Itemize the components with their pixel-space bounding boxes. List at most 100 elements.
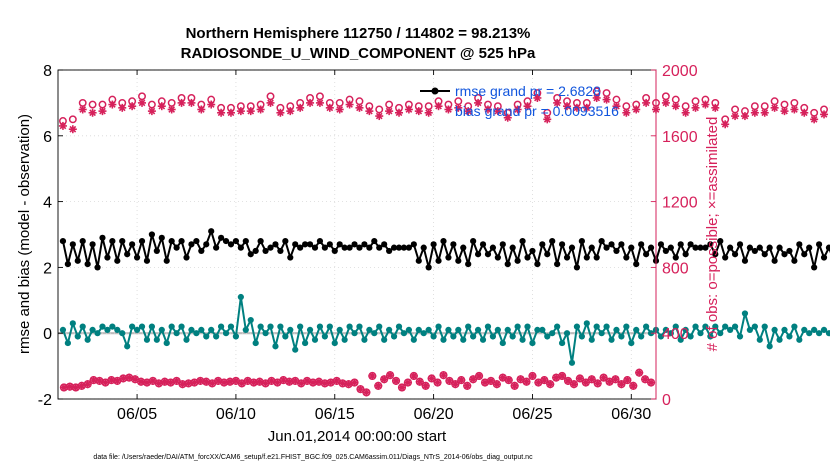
obs-assimilated-point xyxy=(592,93,601,102)
bias-point xyxy=(311,336,319,343)
bias-point xyxy=(133,326,141,334)
y-right-tick-label: 800 xyxy=(662,260,689,277)
rmse-point xyxy=(494,254,501,261)
x-tick-label: 06/10 xyxy=(216,406,256,423)
obs-assimilated-point xyxy=(553,98,562,107)
bias-point xyxy=(153,336,160,343)
x-axis-label: Jun.01,2014 00:00:00 start xyxy=(268,428,447,445)
rmse-point xyxy=(222,237,230,245)
bias-point xyxy=(672,323,679,330)
lower-obs-assimilated-point xyxy=(409,371,418,380)
rmse-point xyxy=(662,247,669,255)
rmse-point xyxy=(647,244,655,251)
bias-point xyxy=(504,326,511,334)
bias-point xyxy=(64,339,71,347)
rmse-point xyxy=(643,251,650,258)
lower-obs-assimilated-point xyxy=(611,375,620,384)
bias-point xyxy=(104,326,111,334)
lower-obs-assimilated-point xyxy=(202,377,211,386)
rmse-point xyxy=(796,241,803,248)
rmse-point xyxy=(420,244,427,251)
bias-point xyxy=(766,343,773,350)
bias-point xyxy=(376,323,383,330)
bias-point xyxy=(509,333,516,340)
bias-point xyxy=(524,323,531,330)
obs-assimilated-point xyxy=(256,105,265,114)
rmse-point xyxy=(731,251,739,258)
obs-assimilated-point xyxy=(770,103,779,112)
lower-obs-assimilated-point xyxy=(463,381,472,390)
obs-assimilated-point xyxy=(464,107,473,116)
bias-point xyxy=(746,326,754,334)
rmse-point xyxy=(242,237,249,245)
chart-title-line1: Northern Hemisphere 112750 / 114802 = 98… xyxy=(186,25,531,42)
lower-obs-assimilated-point xyxy=(386,371,395,380)
rmse-point xyxy=(119,237,126,245)
rmse-point xyxy=(440,237,447,245)
y-left-tick-label: 0 xyxy=(43,326,52,343)
lower-obs-assimilated-point xyxy=(445,376,454,385)
rmse-point xyxy=(336,241,343,248)
rmse-point xyxy=(158,234,165,241)
rmse-point xyxy=(400,244,408,251)
rmse-point xyxy=(509,244,516,251)
obs-assimilated-point xyxy=(731,112,740,121)
lower-obs-assimilated-point xyxy=(261,379,270,388)
lower-obs-assimilated-point xyxy=(77,381,86,390)
bias-point xyxy=(148,323,156,330)
bias-point xyxy=(331,339,338,347)
rmse-point xyxy=(504,261,511,268)
x-tick-label: 06/05 xyxy=(117,406,157,423)
obs-assimilated-point xyxy=(138,98,147,107)
rmse-point xyxy=(292,241,299,248)
obs-assimilated-point xyxy=(246,107,255,116)
rmse-point xyxy=(588,244,595,251)
bias-point xyxy=(529,339,536,347)
obs-assimilated-point xyxy=(790,105,799,114)
obs-assimilated-point xyxy=(800,108,809,117)
bias-point xyxy=(267,323,274,330)
bias-point xyxy=(366,326,373,334)
data-file-footnote: data file: /Users/raeder/DAI/ATM_forcXX/… xyxy=(93,454,533,461)
lower-obs-assimilated-point xyxy=(581,378,590,387)
rmse-point xyxy=(524,254,531,261)
lower-obs-assimilated-point xyxy=(392,376,401,385)
legend-rmse-swatch-marker xyxy=(431,87,439,95)
obs-assimilated-point xyxy=(276,108,285,117)
y-axis-label-right: # of obs: o=possible; ×=assimilated xyxy=(704,117,721,352)
bias-point xyxy=(79,323,86,330)
y-axis-label-left: rmse and bias (model - observation) xyxy=(16,114,33,354)
rmse-point xyxy=(425,264,432,271)
bias-point xyxy=(173,330,180,337)
rmse-point xyxy=(252,247,259,255)
bias-point xyxy=(306,326,314,334)
bias-point xyxy=(109,323,116,330)
bias-point xyxy=(588,336,595,343)
rmse-point xyxy=(193,237,200,245)
bias-point xyxy=(657,333,665,340)
lower-obs-assimilated-point xyxy=(605,377,614,386)
rmse-point xyxy=(623,254,630,261)
obs-assimilated-point xyxy=(395,108,404,117)
lower-obs-assimilated-point xyxy=(475,371,484,380)
obs-assimilated-point xyxy=(197,105,206,114)
obs-assimilated-point xyxy=(513,105,522,114)
x-tick-label: 06/30 xyxy=(611,406,651,423)
rmse-point xyxy=(381,241,388,248)
rmse-point xyxy=(326,241,333,248)
lower-obs-assimilated-point xyxy=(368,371,377,380)
lower-obs-assimilated-point xyxy=(528,371,537,380)
y-left-tick-label: 6 xyxy=(43,129,52,146)
y-left-tick-label: -2 xyxy=(38,392,52,409)
rmse-point xyxy=(405,244,412,251)
bias-point xyxy=(321,333,328,340)
obs-assimilated-point xyxy=(217,108,226,117)
lower-obs-assimilated-point xyxy=(131,375,140,384)
rmse-point xyxy=(618,241,625,248)
bias-point xyxy=(217,323,225,330)
bias-point xyxy=(682,326,689,334)
rmse-point xyxy=(766,244,773,251)
obs-assimilated-point xyxy=(820,110,829,119)
bias-point xyxy=(69,320,76,327)
rmse-point xyxy=(633,261,640,268)
